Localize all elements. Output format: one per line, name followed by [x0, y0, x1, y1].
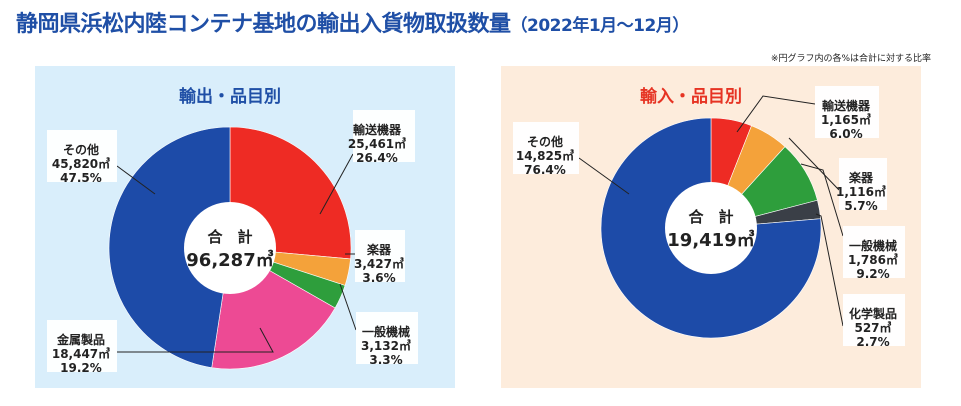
leader-line — [117, 327, 274, 353]
import-panel: 輸入・品目別合 計 19,419㎥ 輸送機器 1,165㎥ 6.0% 楽器 1,116㎥ 5.… — [501, 66, 921, 388]
slice-label-3: 一般機械 1,786㎥ 9.2% — [848, 238, 898, 281]
leader-line — [578, 157, 630, 195]
leader-line — [800, 163, 844, 237]
slice-label-4: 化学製品 527㎥ 2.7% — [849, 306, 897, 349]
title-period: （2022年1月〜12月） — [510, 16, 690, 36]
label-box — [353, 110, 415, 162]
slice-label-4: 金属製品 18,447㎥ 19.2% — [52, 332, 110, 375]
leader-line — [319, 153, 354, 215]
title-main: 静岡県浜松内陸コンテナ基地の輸出入貨物取扱数量 — [16, 12, 511, 37]
label-box — [356, 312, 418, 364]
total-value: 19,419㎥ — [667, 229, 754, 251]
leader-line — [116, 165, 156, 195]
slice-label-5: その他 45,820㎥ 47.5% — [52, 142, 110, 185]
total-label: 合 計 — [206, 228, 252, 246]
label-box — [843, 226, 905, 278]
slice-label-3: 一般機械 3,132㎥ 3.3% — [361, 324, 411, 367]
label-box — [513, 122, 579, 174]
leader-line — [736, 95, 816, 133]
slice-label-2: 楽器 1,116㎥ 5.7% — [836, 170, 886, 213]
note: ※円グラフ内の各%は合計に対する比率 — [770, 54, 931, 64]
pie-center — [184, 202, 276, 294]
total-label: 合 計 — [687, 208, 733, 226]
slice-label-1: 輸送機器 1,165㎥ 6.0% — [821, 98, 871, 141]
total-value: 96,287㎥ — [186, 249, 273, 271]
label-box — [843, 294, 905, 346]
export-panel: 輸出・品目別合 計 96,287㎥ 輸送機器 25,461㎥ 26.4% 楽器 3,427㎥… — [35, 66, 455, 388]
pie-title: 輸出・品目別 — [179, 86, 281, 107]
leader-line — [788, 137, 840, 191]
slice-label-5: その他 14,825㎥ 76.4% — [516, 134, 574, 177]
pie-title: 輸入・品目別 — [640, 86, 742, 107]
label-box — [355, 230, 405, 282]
slice-label-1: 輸送機器 25,461㎥ 26.4% — [348, 122, 406, 165]
label-box — [815, 86, 879, 138]
label-box — [47, 130, 117, 182]
label-box — [47, 320, 117, 372]
page-title: 静岡県浜松内陸コンテナ基地の輸出入貨物取扱数量（2022年1月〜12月） — [16, 6, 956, 38]
leader-line — [339, 283, 357, 331]
pie-center — [665, 182, 757, 274]
slice-label-2: 楽器 3,427㎥ 3.6% — [354, 242, 404, 285]
label-box — [839, 158, 887, 210]
leader-line — [815, 213, 844, 327]
pie-slice-5 — [108, 126, 231, 368]
